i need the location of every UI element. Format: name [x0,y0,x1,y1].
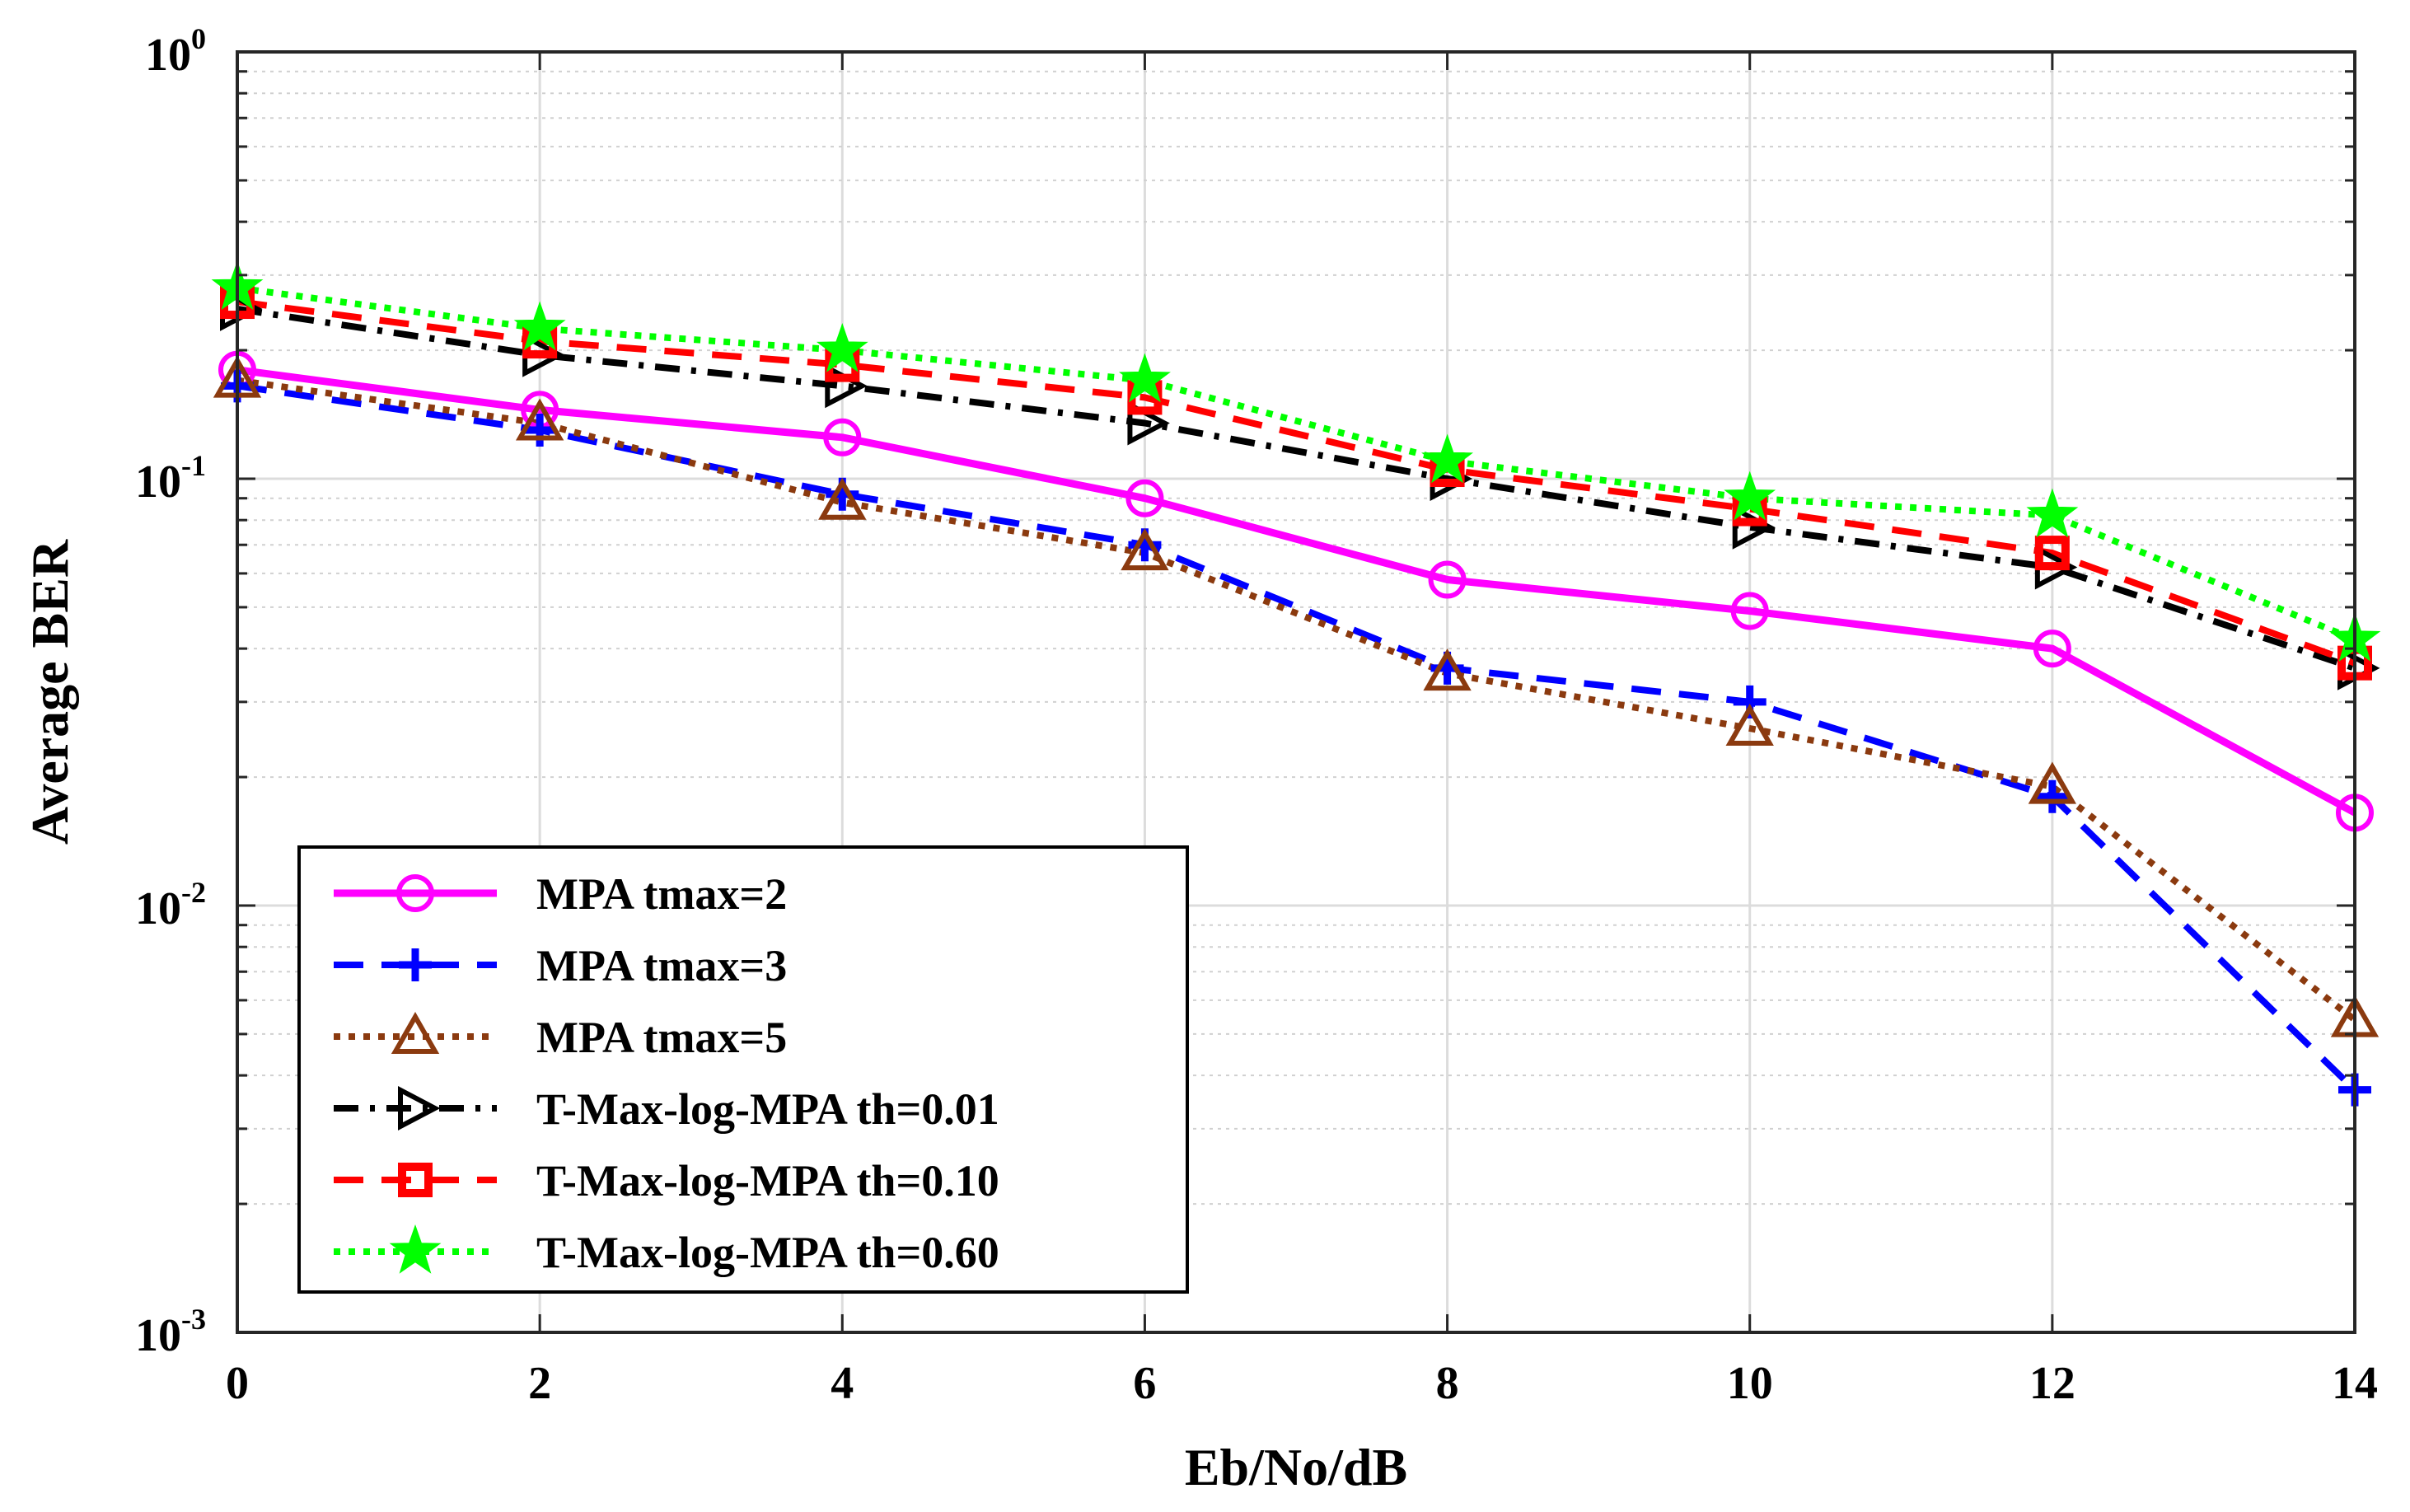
data-point-series-2 [523,413,557,447]
legend-label: T-Max-log-MPA th=0.60 [536,1228,999,1277]
legend-marker [398,1086,441,1130]
legend-marker [396,874,434,912]
series-line-5 [236,298,2356,667]
x-tick-labels: 0 2 4 6 8 10 12 14 [226,1358,2378,1409]
data-point-series-3 [818,477,867,520]
data-point-series-6 [513,301,566,351]
data-point-series-3 [1423,648,1472,691]
data-point-series-1 [823,418,862,456]
legend-box [297,845,1189,1294]
data-point-series-3 [515,398,564,441]
tick-marks [236,50,2356,1334]
legend-label: T-Max-log-MPA th=0.01 [536,1084,999,1134]
y-tick-label: 100 [145,22,206,81]
series-lines [236,284,2357,1093]
legend-label: MPA tmax=2 [536,869,787,919]
legend-marker [398,1163,433,1197]
x-tick-label: 2 [528,1358,551,1409]
legend-label: MPA tmax=3 [536,941,787,990]
y-axis-label: Average BER [21,539,79,845]
data-point-series-3 [1121,528,1169,571]
y-tick-label: 10-3 [135,1303,206,1361]
plot-frame [236,50,2356,1334]
data-point-series-1 [1730,592,1769,630]
series-line-6 [236,284,2356,643]
x-tick-label: 6 [1133,1358,1156,1409]
series-line-2 [236,382,2357,1093]
legend-label: MPA tmax=5 [536,1013,787,1062]
data-point-series-6 [1724,470,1776,521]
x-tick-label: 8 [1436,1358,1459,1409]
data-point-series-3 [2028,761,2077,804]
x-tick-label: 4 [831,1358,854,1409]
x-tick-label: 12 [2029,1358,2075,1409]
y-tick-labels: 100 10-1 10-2 10-3 [135,22,206,1361]
y-tick-label: 10-1 [135,449,206,508]
x-tick-label: 10 [1727,1358,1773,1409]
data-point-series-5 [2034,536,2070,571]
data-point-series-1 [2033,630,2071,668]
series-line-3 [236,377,2357,1023]
legend-marker [391,1011,440,1054]
legend: MPA tmax=2 MPA tmax=3 MPA tmax=5 T-Max-log-… [297,845,1189,1294]
data-point-series-6 [1119,353,1171,403]
data-point-series-3 [1725,703,1774,747]
y-tick-label: 10-2 [135,876,206,934]
data-point-series-6 [1421,433,1473,484]
series-line-1 [236,366,2357,817]
series-markers [211,260,2381,1107]
legend-label: T-Max-log-MPA th=0.10 [536,1156,999,1205]
x-tick-label: 0 [226,1358,249,1409]
data-point-series-1 [1428,560,1467,599]
series-line-4 [236,305,2356,672]
legend-marker [389,1224,442,1274]
data-point-series-6 [2026,488,2079,538]
x-tick-label: 14 [2332,1358,2378,1409]
data-point-series-2 [2035,779,2069,813]
legend-marker [399,948,432,981]
x-axis-label: Eb/No/dB [1185,1438,1407,1496]
data-point-series-1 [1125,479,1164,517]
data-point-series-6 [816,323,868,372]
